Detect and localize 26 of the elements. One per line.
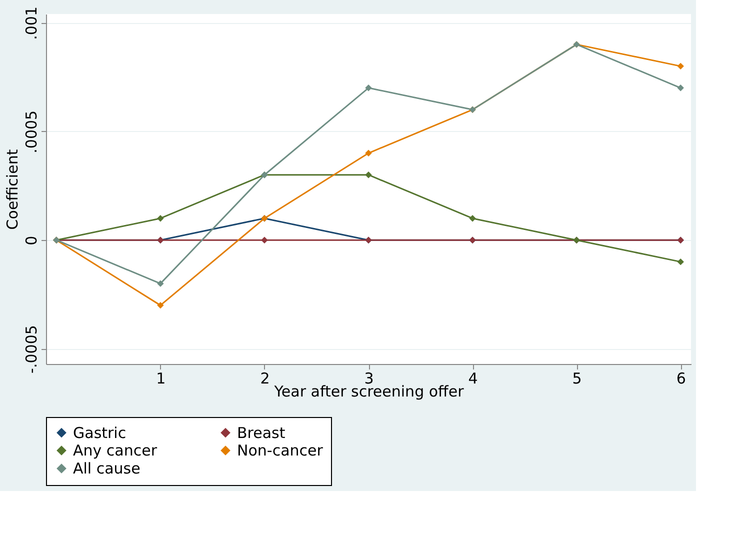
point bbox=[365, 84, 372, 92]
legend-label: Gastric bbox=[73, 424, 126, 442]
point bbox=[365, 150, 372, 156]
x-tick-label: 1 bbox=[156, 370, 166, 388]
point bbox=[677, 84, 684, 92]
point bbox=[157, 302, 164, 309]
point bbox=[677, 258, 684, 266]
x-tick-label: 5 bbox=[572, 370, 582, 388]
legend-label: All cause bbox=[73, 460, 140, 478]
y-tick-label: 0 bbox=[22, 236, 40, 246]
point bbox=[261, 236, 268, 244]
legend-label: Any cancer bbox=[73, 442, 158, 460]
legend-label: Non-cancer bbox=[237, 442, 324, 460]
point bbox=[469, 214, 476, 222]
y-tick-label: .0005 bbox=[22, 110, 40, 154]
y-tick-label: -.0005 bbox=[22, 325, 40, 374]
y-axis-title: Coefficient bbox=[4, 149, 22, 230]
point bbox=[365, 172, 372, 178]
x-tick-label: 6 bbox=[676, 370, 686, 388]
x-tick-label: 2 bbox=[260, 370, 270, 388]
point bbox=[677, 62, 684, 70]
y-tick-label: .001 bbox=[22, 6, 40, 40]
point bbox=[157, 214, 164, 222]
x-tick-label: 4 bbox=[468, 370, 478, 388]
point bbox=[157, 280, 164, 287]
legend-label: Breast bbox=[237, 424, 286, 442]
